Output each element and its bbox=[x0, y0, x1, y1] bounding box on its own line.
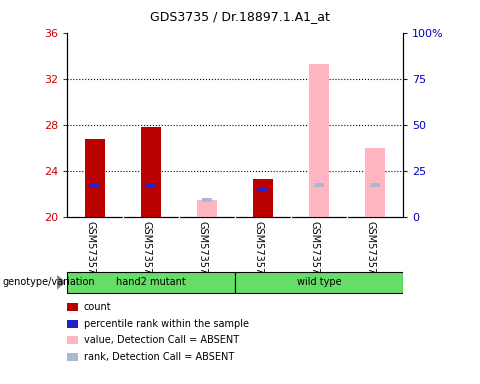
Text: percentile rank within the sample: percentile rank within the sample bbox=[84, 319, 249, 329]
Bar bbox=[365, 148, 385, 217]
Bar bbox=[370, 183, 380, 187]
Bar bbox=[235, 272, 403, 293]
Text: genotype/variation: genotype/variation bbox=[2, 277, 95, 287]
Text: GSM573575: GSM573575 bbox=[309, 221, 319, 281]
Text: GDS3735 / Dr.18897.1.A1_at: GDS3735 / Dr.18897.1.A1_at bbox=[150, 10, 330, 23]
Bar bbox=[67, 272, 235, 293]
Text: GSM573573: GSM573573 bbox=[253, 221, 263, 281]
Bar bbox=[146, 184, 156, 188]
Text: GSM573576: GSM573576 bbox=[141, 221, 151, 281]
Polygon shape bbox=[57, 276, 65, 289]
Text: GSM573574: GSM573574 bbox=[85, 221, 95, 281]
Text: rank, Detection Call = ABSENT: rank, Detection Call = ABSENT bbox=[84, 352, 234, 362]
Bar bbox=[142, 127, 161, 217]
Text: count: count bbox=[84, 302, 112, 312]
Bar bbox=[310, 64, 329, 217]
Bar bbox=[202, 198, 212, 202]
Text: wild type: wild type bbox=[297, 277, 341, 287]
Bar bbox=[85, 139, 105, 217]
Bar bbox=[314, 183, 324, 187]
Text: value, Detection Call = ABSENT: value, Detection Call = ABSENT bbox=[84, 335, 239, 345]
Text: GSM573578: GSM573578 bbox=[197, 221, 207, 281]
Text: hand2 mutant: hand2 mutant bbox=[116, 277, 186, 287]
Bar bbox=[258, 189, 268, 192]
Bar bbox=[90, 184, 100, 188]
Bar bbox=[197, 200, 217, 217]
Text: GSM573577: GSM573577 bbox=[365, 221, 375, 281]
Bar bbox=[253, 179, 273, 217]
